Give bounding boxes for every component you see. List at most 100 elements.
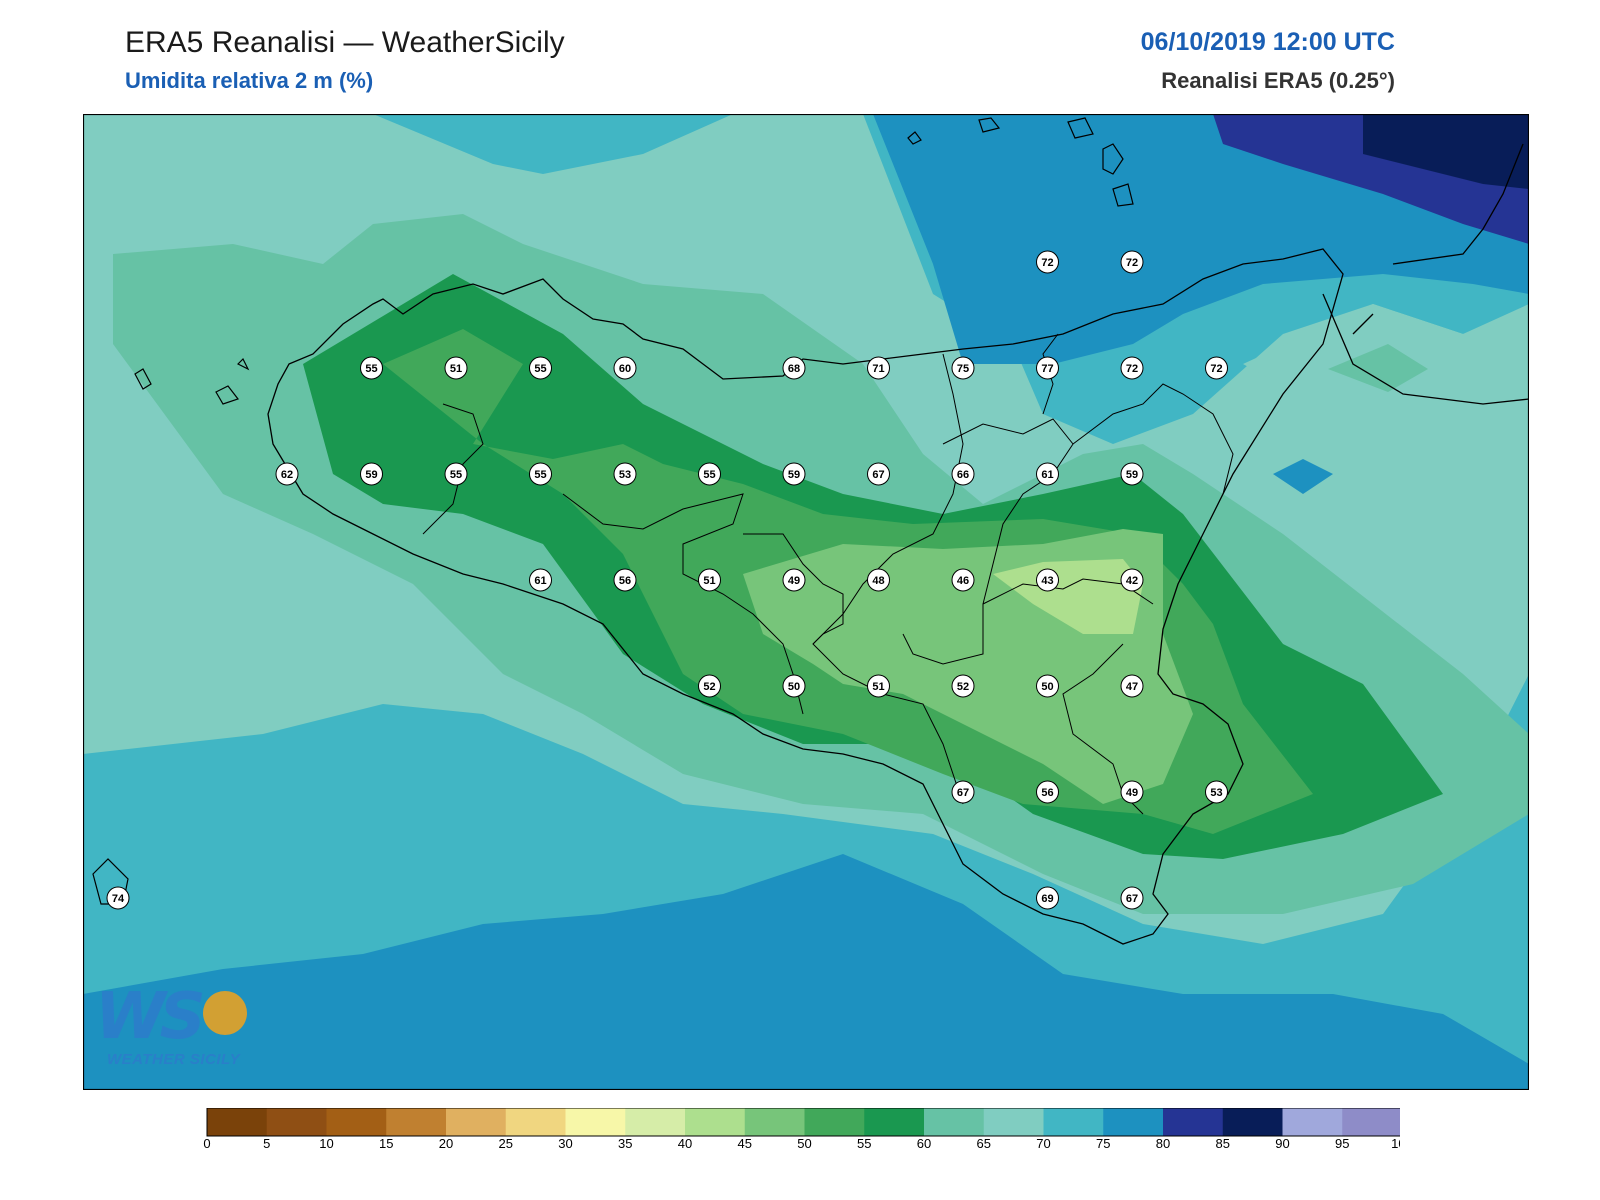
station-marker: 43	[1036, 568, 1059, 592]
station-value: 43	[1041, 575, 1053, 587]
station-value: 67	[957, 787, 969, 799]
station-marker: 42	[1120, 568, 1144, 592]
station-value: 59	[365, 469, 377, 481]
station-value: 61	[1041, 469, 1053, 481]
station-circle	[1120, 568, 1144, 592]
logo-monogram: WS	[95, 980, 206, 1054]
field-40-45	[993, 559, 1143, 634]
colorbar-tick-label: 10	[319, 1136, 333, 1148]
colorbar-tick-label: 50	[797, 1136, 811, 1148]
station-circle	[444, 356, 468, 380]
colorbar-tick-label: 0	[203, 1136, 210, 1148]
station-value: 47	[1126, 681, 1138, 693]
colorbar: 0 5 10 15 20 25 30 35 40 45 50 55 60 65 70 75 80 85 90 95 10…	[203, 1108, 1400, 1148]
colorbar-tick-label: 45	[738, 1136, 752, 1148]
colorbar-bin	[1103, 1108, 1164, 1136]
station-marker: 71	[867, 356, 890, 380]
colorbar-bin	[1163, 1108, 1224, 1136]
colorbar-bin	[326, 1108, 387, 1136]
station-values: 72 72 55 51 55 60 68 71 75 77 72 72 62 59 55 55 53 55 59 67…	[106, 250, 1228, 910]
station-circle	[867, 568, 890, 592]
station-circle	[951, 462, 975, 486]
island-alicudi	[907, 131, 922, 145]
field-75-80-south	[83, 854, 1529, 1090]
logo-sun-icon	[203, 991, 247, 1035]
station-marker: 53	[613, 462, 637, 486]
station-marker: 67	[867, 462, 890, 486]
islands	[92, 117, 1134, 905]
station-circle	[782, 462, 806, 486]
station-circle	[613, 462, 637, 486]
station-value: 55	[365, 363, 377, 375]
colorbar-tick-label: 65	[977, 1136, 991, 1148]
station-value: 55	[534, 363, 546, 375]
colorbar-bins	[206, 1108, 1400, 1137]
station-marker: 52	[951, 674, 975, 698]
colorbar-bin	[1342, 1108, 1400, 1136]
station-circle	[1120, 674, 1144, 698]
station-marker: 47	[1120, 674, 1144, 698]
station-marker: 52	[698, 674, 721, 698]
map-title: ERA5 Reanalisi — WeatherSicily	[125, 26, 565, 59]
colorbar-bin	[744, 1108, 805, 1136]
station-marker: 53	[1205, 780, 1228, 804]
colorbar-bin	[804, 1108, 865, 1136]
island-marettimo	[134, 368, 152, 390]
station-circle	[698, 568, 721, 592]
field-75-80-blob	[1273, 459, 1333, 494]
station-circle	[1036, 886, 1059, 910]
map-datetime: 06/10/2019 12:00 UTC	[1140, 28, 1395, 56]
map-source: Reanalisi ERA5 (0.25°)	[1161, 68, 1395, 93]
station-value: 72	[1126, 363, 1138, 375]
station-marker: 55	[698, 462, 721, 486]
station-value: 56	[1041, 787, 1053, 799]
colorbar-tick-label: 60	[917, 1136, 931, 1148]
station-value: 59	[1126, 469, 1138, 481]
station-value: 53	[619, 469, 631, 481]
colorbar-tick-label: 75	[1096, 1136, 1110, 1148]
station-circle	[698, 462, 721, 486]
island-favignana	[215, 385, 239, 405]
station-marker: 67	[951, 780, 975, 804]
station-value: 59	[788, 469, 800, 481]
station-value: 55	[450, 469, 462, 481]
colorbar-bin	[1222, 1108, 1283, 1136]
station-circle	[782, 568, 806, 592]
station-circle	[529, 462, 552, 486]
station-marker: 59	[782, 462, 806, 486]
station-marker: 50	[782, 674, 806, 698]
station-value: 75	[957, 363, 969, 375]
station-value: 55	[534, 469, 546, 481]
station-circle	[1036, 356, 1059, 380]
field-85-90-ne	[1363, 114, 1529, 189]
colorbar-bin	[446, 1108, 507, 1136]
station-circle	[951, 674, 975, 698]
station-circle	[1120, 780, 1144, 804]
station-circle	[951, 568, 975, 592]
station-value: 56	[619, 575, 631, 587]
station-value: 62	[281, 469, 293, 481]
station-value: 72	[1126, 257, 1138, 269]
colorbar-tick-label: 35	[618, 1136, 632, 1148]
station-value: 49	[1126, 787, 1138, 799]
station-value: 49	[788, 575, 800, 587]
station-circle	[275, 462, 299, 486]
station-circle	[613, 568, 637, 592]
station-value: 42	[1126, 575, 1138, 587]
colorbar-tick-label: 55	[857, 1136, 871, 1148]
colorbar-tick-label: 20	[439, 1136, 453, 1148]
station-circle	[1120, 886, 1144, 910]
station-circle	[1036, 462, 1059, 486]
colorbar-tick-label: 30	[558, 1136, 572, 1148]
station-circle	[1036, 250, 1059, 274]
station-circle	[1036, 568, 1059, 592]
station-marker: 55	[360, 356, 383, 380]
colorbar-tick-label: 40	[678, 1136, 692, 1148]
station-circle	[613, 356, 637, 380]
station-marker: 51	[698, 568, 721, 592]
station-marker: 60	[613, 356, 637, 380]
station-circle	[529, 356, 552, 380]
station-value: 46	[957, 575, 969, 587]
station-circle	[867, 462, 890, 486]
station-circle	[1120, 356, 1144, 380]
